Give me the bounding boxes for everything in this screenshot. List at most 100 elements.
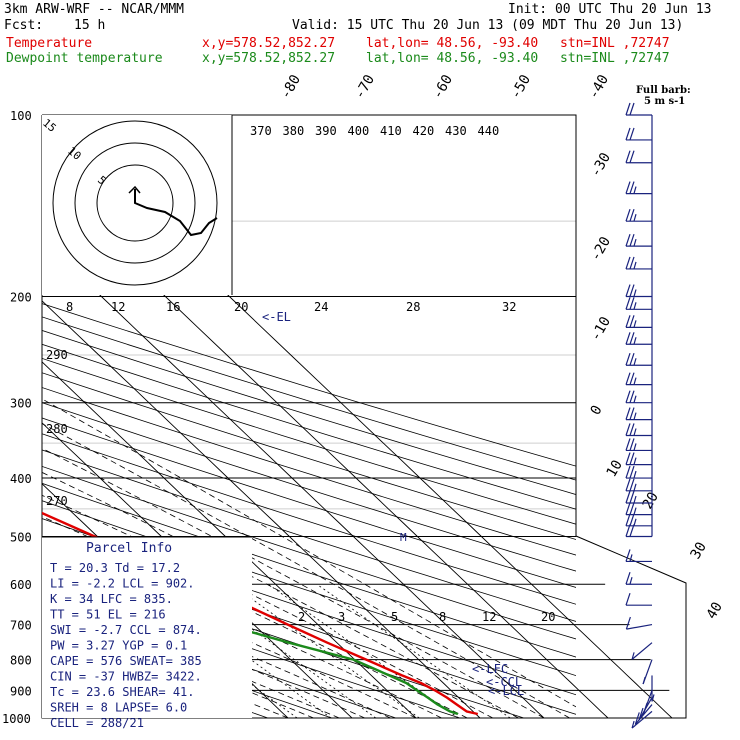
- hodograph-ring: [52, 120, 218, 286]
- dry-adiabat-line: [42, 465, 576, 640]
- parcel-info-row: T = 20.3 Td = 17.2: [50, 561, 180, 575]
- pressure-tick-label: 500: [10, 530, 32, 544]
- wind-barb-half-flag: [633, 483, 637, 491]
- wind-barb-flag: [625, 502, 631, 515]
- parcel-info-title: Parcel Info: [86, 541, 172, 556]
- isotherm-line: [576, 536, 673, 718]
- theta-e-marker: M: [400, 531, 407, 544]
- pressure-tick-label: 1000: [2, 712, 31, 726]
- wind-barb-half-flag: [633, 302, 637, 310]
- parcel-info-row: CIN = -37 HWBZ= 3422.: [50, 670, 202, 684]
- mixing-ratio-label: 20: [541, 610, 555, 624]
- dry-adiabat-line: [42, 574, 460, 718]
- moist-adiabat-line: [42, 398, 576, 708]
- dry-adiabat-line: [42, 417, 576, 588]
- mixing-ratio-line: [316, 583, 511, 718]
- wind-barb-flag: [625, 616, 631, 630]
- wind-barb-half-flag: [631, 652, 635, 660]
- dry-adiabat-line: [42, 482, 576, 658]
- wind-barb-half-flag: [633, 320, 637, 328]
- wind-barb-flag: [629, 407, 635, 420]
- dry-adiabat-line: [42, 449, 576, 622]
- wind-barb-flag: [629, 372, 635, 385]
- dry-adiabat-line: [42, 316, 576, 481]
- temperature-tick-label: 20: [640, 489, 662, 512]
- temperature-tick-label: -80: [278, 72, 305, 102]
- dry-adiabat-line: [42, 343, 576, 510]
- parcel-info-row: TT = 51 EL = 216: [50, 608, 166, 622]
- parcel-info-row: Tc = 23.6 SHEAR= 41.: [50, 685, 195, 699]
- wind-barb-flag: [625, 102, 631, 116]
- dewpoint-curve: [42, 567, 459, 716]
- temperature-curve: [42, 511, 479, 716]
- wind-barb-flag: [625, 452, 631, 465]
- wind-barb-flag: [629, 181, 635, 194]
- hodograph-axis-label: 8: [66, 300, 73, 314]
- wind-barb-flag: [625, 465, 631, 479]
- dry-adiabat-line: [42, 402, 576, 572]
- wind-barb-flag: [625, 297, 631, 310]
- dewpoint-station: stn=INL ,72747: [560, 51, 670, 66]
- wind-barb-half-flag: [633, 507, 637, 515]
- theta-e-label: 430: [445, 124, 467, 138]
- dry-adiabat-line: [42, 330, 576, 495]
- wind-barb-half-flag: [642, 676, 646, 685]
- wind-barb-flag: [629, 524, 635, 537]
- wind-barb-flag: [625, 233, 631, 247]
- mixing-ratio-label: 5: [391, 610, 398, 624]
- hodograph-background: [42, 115, 232, 295]
- hodograph-axis-label: 16: [166, 300, 180, 314]
- wind-barb-flag: [629, 233, 635, 247]
- wind-barb-flag: [629, 208, 635, 222]
- wind-barb-half-flag: [633, 337, 637, 345]
- pressure-tick-label: 600: [10, 578, 32, 592]
- wind-barb-half-flag: [633, 412, 637, 420]
- wind-barb-half-flag: [629, 554, 633, 562]
- pressure-tick-label: 700: [10, 619, 32, 633]
- hodograph-arrow: [128, 185, 141, 194]
- theta-e-label: 420: [413, 124, 435, 138]
- theta-e-label: 390: [315, 124, 337, 138]
- wind-barb-half-flag: [633, 377, 637, 385]
- parcel-info-row: SREH = 8 LAPSE= 6.0: [50, 701, 187, 715]
- pressure-tick-label: 300: [10, 397, 32, 411]
- wind-barb-flag: [625, 592, 631, 606]
- wind-barb-flag: [625, 478, 631, 492]
- wind-barb-flag: [629, 390, 635, 403]
- wind-barb-flag: [629, 315, 635, 328]
- wind-barb-flag: [629, 465, 635, 479]
- temperature-tick-label: -60: [430, 72, 457, 102]
- mixing-ratio-line: [115, 583, 298, 718]
- hodograph-trace: [134, 189, 218, 237]
- wind-barb-flag: [625, 332, 631, 345]
- wind-barb-half-flag: [633, 358, 637, 366]
- theta-e-label: 400: [348, 124, 370, 138]
- wind-barb-flag: [625, 513, 631, 526]
- theta-e-label: 410: [380, 124, 402, 138]
- wind-barb-flag: [629, 353, 635, 366]
- wind-barb-flag: [625, 353, 631, 366]
- temperature-tick-label: 40: [704, 599, 726, 622]
- forecast-label: Fcst:: [4, 18, 44, 33]
- wind-barb-flag: [625, 572, 631, 585]
- wind-barb-flag: [629, 127, 635, 141]
- dry-adiabat-line: [42, 594, 396, 718]
- hodograph-axis-label: 24: [314, 300, 328, 314]
- wind-barb-half-flag: [651, 694, 655, 702]
- mixing-ratio-label: 12: [482, 610, 496, 624]
- wind-barb: [638, 697, 653, 721]
- wind-barb-flag: [625, 407, 631, 420]
- moist-adiabat-line: [42, 535, 442, 718]
- wind-barb-flag: [625, 423, 631, 436]
- isotherm-line: [42, 300, 481, 718]
- dewpoint-latlon: lat,lon= 48.56, -93.40: [366, 51, 539, 66]
- wind-barb-half-flag: [633, 289, 637, 297]
- temperature-latlon: lat,lon= 48.56, -93.40: [366, 36, 539, 51]
- wind-barb-flag: [625, 438, 631, 451]
- wind-barb-half-flag: [629, 577, 633, 585]
- wind-barb-half-flag: [633, 428, 637, 436]
- wind-barb-half-flag: [633, 186, 637, 194]
- pressure-tick-label: 400: [10, 472, 32, 486]
- temperature-tick-label: 10: [604, 457, 626, 480]
